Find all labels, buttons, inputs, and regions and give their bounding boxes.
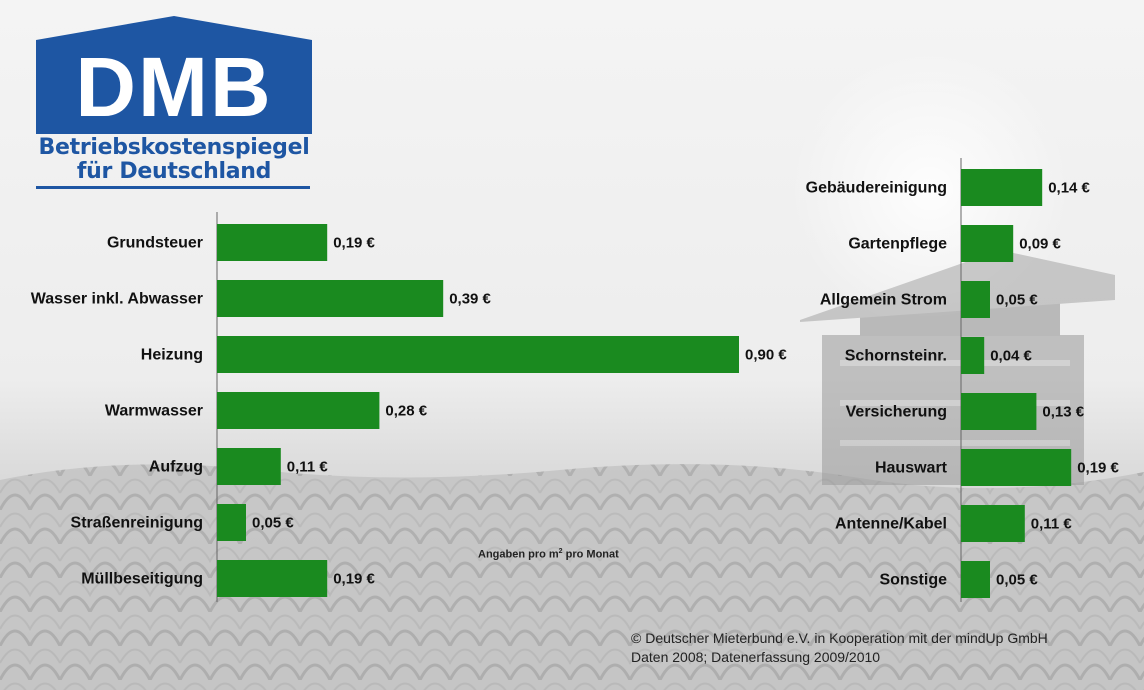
chart-1-value-label: 0,28 € (385, 403, 427, 420)
chart-2-value-label: 0,05 € (996, 292, 1038, 309)
chart-2-category-label: Versicherung (846, 404, 947, 421)
chart-1-value-label: 0,05 € (252, 515, 294, 532)
chart-2-category-label: Allgemein Strom (820, 292, 947, 309)
unit-note: Angaben pro m2 pro Monat (478, 548, 619, 561)
chart-1-value-label: 0,19 € (333, 571, 375, 588)
chart-2-bar (961, 337, 985, 374)
chart-2-category-label: Antenne/Kabel (835, 516, 947, 533)
unit-note-suffix: pro Monat (562, 548, 619, 561)
chart-1-category-label: Müllbeseitigung (81, 571, 203, 588)
chart-2-category-label: Gebäudereinigung (806, 180, 947, 197)
chart-2-bar (961, 561, 990, 598)
source-credit: © Deutscher Mieterbund e.V. in Kooperati… (631, 629, 1048, 667)
chart-1-category-label: Straßenreinigung (71, 515, 203, 532)
unit-note-prefix: Angaben pro m (478, 548, 559, 561)
chart-1-bar (217, 336, 739, 373)
credit-line-1: © Deutscher Mieterbund e.V. in Kooperati… (631, 630, 1048, 646)
chart-1-category-label: Grundsteuer (107, 235, 203, 252)
chart-2-value-label: 0,04 € (990, 348, 1032, 365)
credit-line-2: Daten 2008; Datenerfassung 2009/2010 (631, 649, 881, 665)
chart-2-value-label: 0,14 € (1048, 180, 1090, 197)
logo-subtitle-line1: Betriebskostenspiegel (38, 135, 310, 160)
chart-2-value-label: 0,11 € (1031, 516, 1073, 533)
chart-2-bar (961, 281, 990, 318)
chart-1-bar (217, 448, 281, 485)
chart-1-value-label: 0,90 € (745, 347, 787, 364)
chart-1-category-label: Wasser inkl. Abwasser (31, 291, 203, 308)
chart-2-category-label: Schornsteinr. (845, 348, 947, 365)
chart-2-category-label: Sonstige (879, 572, 947, 589)
chart-2-bar (961, 225, 1014, 262)
logo-wordmark: DMB (75, 40, 273, 134)
house-roof-logo-shape (36, 16, 312, 134)
chart-1-bar (217, 392, 380, 429)
chart-2-category-label: Gartenpflege (848, 236, 947, 253)
chart-2-bar (961, 393, 1037, 430)
dmb-logo: DMB Betriebskostenspiegel für Deutschlan… (36, 16, 312, 191)
unit-note-sup: 2 (558, 548, 563, 555)
chart-1-category-label: Heizung (141, 347, 203, 364)
chart-1-category-label: Aufzug (149, 459, 203, 476)
chart-2-value-label: 0,05 € (996, 572, 1038, 589)
chart-2-value-label: 0,19 € (1077, 460, 1119, 477)
chart-2-bar (961, 449, 1072, 486)
chart-1-bar (217, 280, 444, 317)
chart-1-bar (217, 504, 246, 541)
logo-underline (36, 186, 310, 189)
chart-1-bar (217, 224, 328, 261)
chart-1-category-label: Warmwasser (105, 403, 203, 420)
chart-2-value-label: 0,09 € (1019, 236, 1061, 253)
chart-2-category-label: Hauswart (875, 460, 948, 477)
logo-subtitle-line2: für Deutschland (76, 159, 272, 184)
chart-2-value-label: 0,13 € (1042, 404, 1084, 421)
chart-1-value-label: 0,11 € (287, 459, 329, 476)
chart-1-value-label: 0,39 € (449, 291, 491, 308)
chart-1-value-label: 0,19 € (333, 235, 375, 252)
chart-2-bar (961, 169, 1043, 206)
chart-1-bar (217, 560, 328, 597)
chart-2-bar (961, 505, 1025, 542)
